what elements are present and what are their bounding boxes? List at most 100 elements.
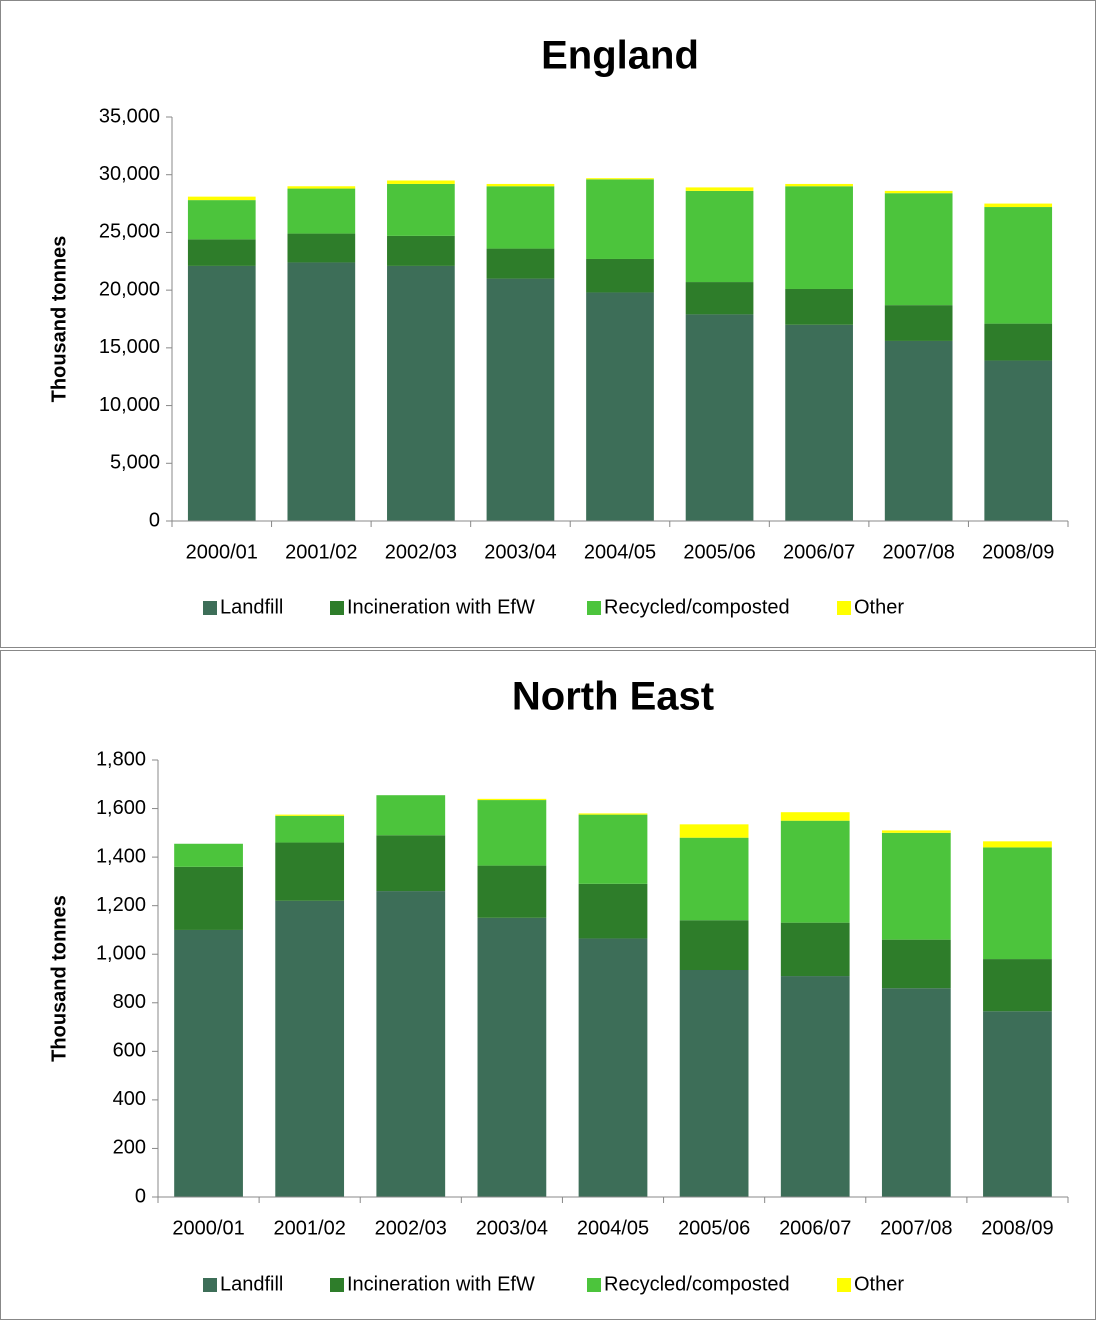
bar-segment [187,265,256,521]
chart-title: North East [512,675,714,719]
bar-segment [486,183,555,187]
bar-segment [785,288,853,325]
bar-segment [376,891,446,1197]
bar-segment [984,360,1053,521]
bar-segment [780,922,850,977]
x-tick-label: 2003/04 [476,1217,548,1239]
legend-swatch [837,601,851,615]
bar-segment [486,186,555,249]
bar-segment [586,258,654,293]
bar-segment [187,200,256,240]
bar-segment [685,187,754,191]
legend-swatch [203,1278,217,1292]
bar-segment [884,193,953,306]
bar-segment [174,866,243,930]
x-tick-label: 2006/07 [779,1217,851,1239]
y-tick-label: 1,600 [96,797,146,819]
x-tick-label: 2008/09 [982,541,1054,563]
legend-label: Landfill [220,1273,283,1295]
bar-segment [477,800,547,866]
bar-segment [884,305,953,341]
bar-segment [287,186,356,189]
bar-segment [685,190,754,283]
bar-segment [275,815,345,843]
bar-segment [376,795,446,836]
y-tick-label: 1,800 [96,748,146,770]
x-tick-label: 2000/01 [172,1217,244,1239]
bar-segment [881,988,951,1197]
bar-segment [679,920,749,971]
x-tick-label: 2000/01 [186,541,258,563]
bar-segment [578,814,648,884]
bar-segment [174,843,243,867]
x-tick-label: 2004/05 [577,1217,649,1239]
legend-label: Landfill [220,596,283,618]
bar-segment [685,314,754,521]
bar-segment [287,188,356,234]
bar-segment [187,196,256,201]
legend-swatch [203,601,217,615]
bar-segment [578,883,648,939]
y-tick-label: 15,000 [99,336,160,358]
legend-swatch [330,601,344,615]
bar-segment [586,178,654,180]
y-tick-label: 5,000 [110,452,160,474]
y-tick-label: 30,000 [99,163,160,185]
bar-segment [983,847,1052,960]
bar-segment [387,180,455,184]
bar-segment [578,813,648,815]
y-tick-label: 800 [113,991,146,1013]
x-tick-label: 2002/03 [385,541,457,563]
bar-segment [287,233,356,263]
legend-label: Incineration with EfW [347,596,535,618]
bar-segment [780,812,850,821]
legend-label: Other [854,1273,904,1295]
bar-segment [881,830,951,833]
x-tick-label: 2005/06 [678,1217,750,1239]
y-tick-label: 10,000 [99,394,160,416]
y-tick-label: 35,000 [99,105,160,127]
bar-segment [387,183,455,236]
x-tick-label: 2007/08 [883,541,955,563]
y-tick-label: 400 [113,1088,146,1110]
bar-segment [780,820,850,923]
bar-segment [984,203,1053,208]
bar-segment [275,900,345,1197]
bar-segment [387,235,455,266]
legend-label: Recycled/composted [604,1273,790,1295]
legend-label: Recycled/composted [604,596,790,618]
x-tick-label: 2004/05 [584,541,656,563]
bar-segment [477,865,547,918]
x-tick-label: 2006/07 [783,541,855,563]
y-tick-label: 0 [149,509,160,531]
y-axis-label: Thousand tonnes [48,236,70,403]
chart-title: England [541,34,699,78]
x-tick-label: 2001/02 [285,541,357,563]
y-axis-label: Thousand tonnes [48,895,70,1062]
bar-segment [578,938,648,1197]
bar-segment [679,837,749,921]
bar-segment [685,282,754,315]
bar-segment [785,324,853,521]
bar-segment [679,970,749,1197]
bar-segment [187,239,256,266]
legend-swatch [837,1278,851,1292]
bar-segment [275,842,345,901]
x-tick-label: 2003/04 [484,541,556,563]
bar-segment [586,292,654,521]
legend-label: Other [854,596,904,618]
bar-segment [983,841,1052,848]
x-tick-label: 2005/06 [683,541,755,563]
x-tick-label: 2002/03 [375,1217,447,1239]
bar-segment [881,832,951,940]
bar-segment [586,179,654,259]
bar-segment [387,265,455,521]
bar-segment [984,323,1053,361]
bar-segment [881,939,951,989]
bar-segment [983,1011,1052,1197]
legend-swatch [330,1278,344,1292]
bar-segment [275,814,345,816]
x-tick-label: 2008/09 [981,1217,1053,1239]
bar-segment [983,959,1052,1012]
